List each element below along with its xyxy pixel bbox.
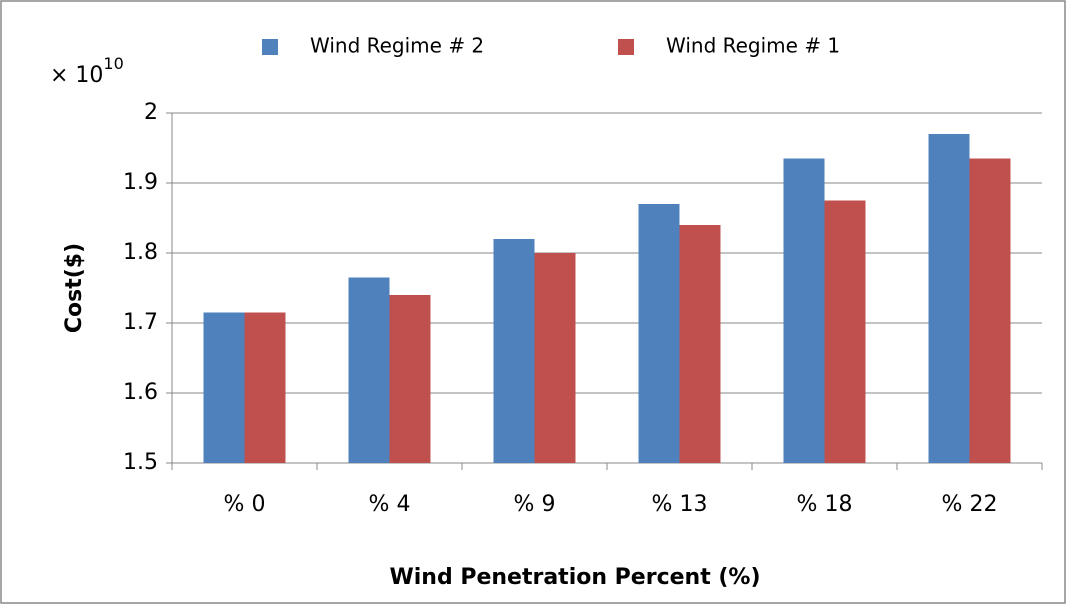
bar bbox=[203, 312, 245, 463]
x-tick-label: % 22 bbox=[942, 492, 998, 517]
x-tick-label: % 18 bbox=[797, 492, 853, 517]
bar bbox=[824, 200, 866, 463]
bar bbox=[348, 277, 390, 463]
x-tick-label: % 0 bbox=[224, 492, 266, 517]
bar bbox=[679, 225, 721, 463]
y-axis-label: Cost($) bbox=[62, 243, 87, 333]
x-axis-label: Wind Penetration Percent (%) bbox=[389, 565, 760, 590]
bar bbox=[493, 239, 535, 463]
y-multiplier-exponent: 10 bbox=[103, 54, 123, 73]
y-tick-label: 1.7 bbox=[123, 310, 158, 335]
bar bbox=[783, 158, 825, 463]
legend-label: Wind Regime # 2 bbox=[310, 34, 484, 58]
x-tick-label: % 4 bbox=[369, 492, 411, 517]
legend-swatch bbox=[262, 39, 278, 55]
bar bbox=[244, 312, 286, 463]
x-tick-label: % 13 bbox=[652, 492, 708, 517]
y-tick-label: 1.5 bbox=[123, 450, 158, 475]
bar bbox=[928, 134, 970, 463]
bar bbox=[534, 253, 576, 463]
bar bbox=[969, 158, 1011, 463]
legend-label: Wind Regime # 1 bbox=[666, 34, 840, 58]
x-tick-label: % 9 bbox=[514, 492, 556, 517]
y-tick-label: 1.6 bbox=[123, 380, 158, 405]
y-tick-label: 1.9 bbox=[123, 170, 158, 195]
y-tick-label: 1.8 bbox=[123, 240, 158, 265]
y-tick-label: 2 bbox=[144, 100, 158, 125]
bar bbox=[638, 204, 680, 463]
legend-swatch bbox=[618, 39, 634, 55]
y-multiplier-base: × 10 bbox=[50, 63, 103, 88]
y-multiplier: × 1010 bbox=[50, 54, 124, 89]
bar bbox=[389, 295, 431, 463]
